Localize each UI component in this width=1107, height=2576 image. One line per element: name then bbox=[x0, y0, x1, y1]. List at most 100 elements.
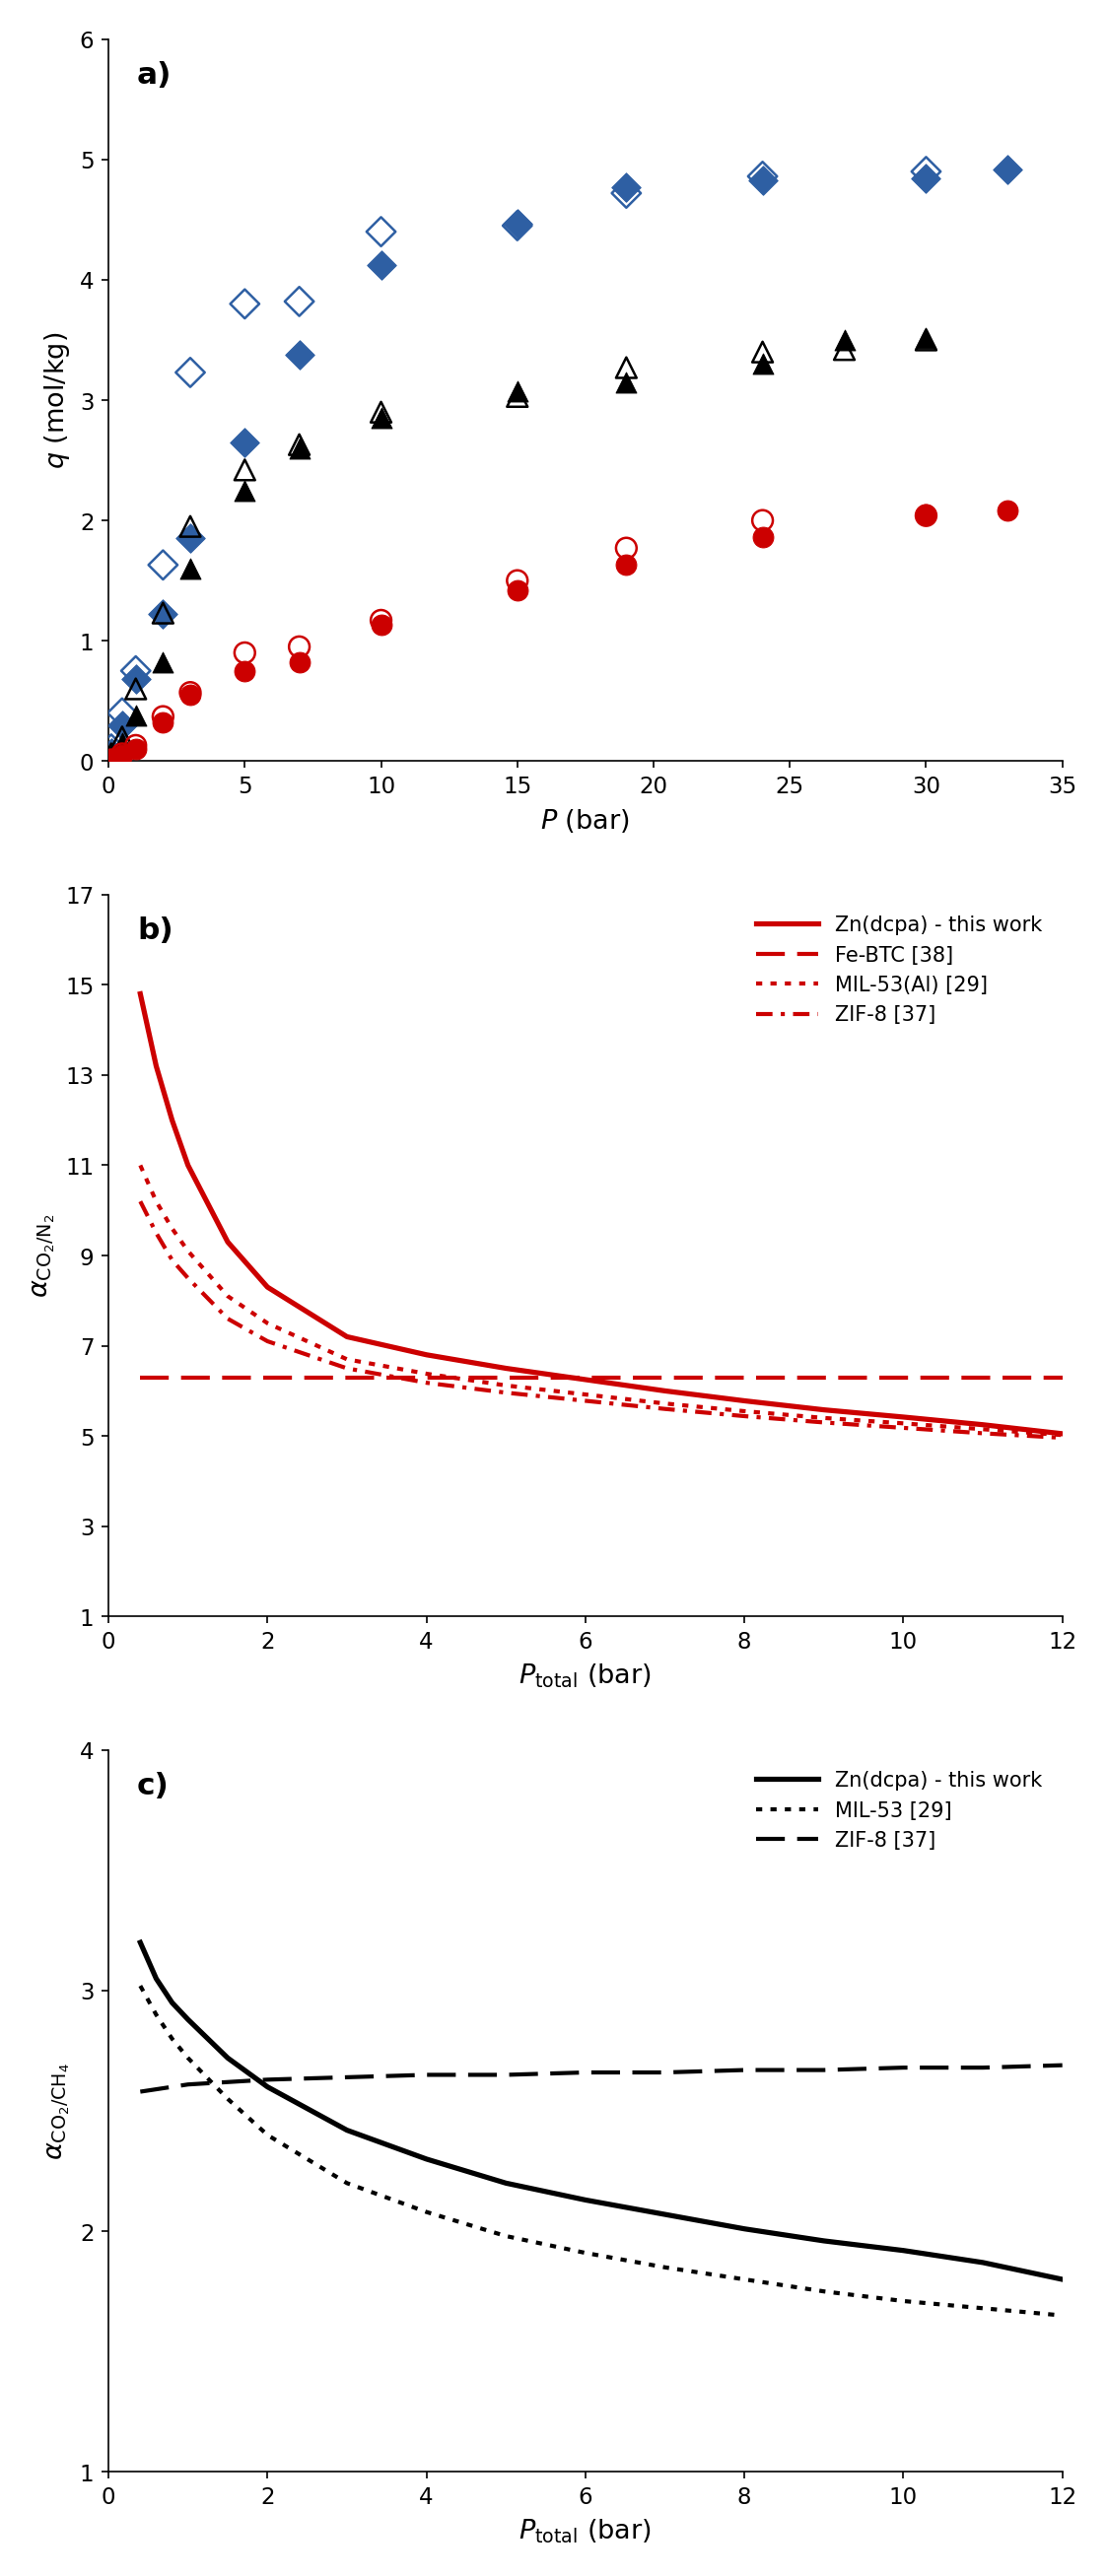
Point bbox=[113, 706, 131, 747]
Point bbox=[754, 500, 772, 541]
Zn(dcpa) - this work bbox=[817, 1394, 830, 1425]
MIL-53 [29] bbox=[817, 2277, 830, 2308]
Zn(dcpa) - this work bbox=[261, 1273, 275, 1303]
Zn(dcpa) - this work bbox=[134, 979, 147, 1010]
Point bbox=[372, 245, 390, 286]
Legend: Zn(dcpa) - this work, Fe-BTC [38], MIL-53(Al) [29], ZIF-8 [37]: Zn(dcpa) - this work, Fe-BTC [38], MIL-5… bbox=[746, 904, 1052, 1036]
MIL-53(Al) [29] bbox=[134, 1149, 147, 1180]
MIL-53(Al) [29] bbox=[579, 1378, 592, 1409]
ZIF-8 [37] bbox=[1055, 1422, 1068, 1453]
ZIF-8 [37] bbox=[165, 2071, 178, 2102]
Point bbox=[182, 507, 199, 549]
ZIF-8 [37] bbox=[817, 1406, 830, 1437]
MIL-53 [29] bbox=[340, 2169, 353, 2200]
MIL-53(Al) [29] bbox=[1055, 1419, 1068, 1450]
Point bbox=[182, 518, 199, 559]
ZIF-8 [37] bbox=[897, 1412, 910, 1443]
Point bbox=[154, 595, 172, 636]
Point bbox=[154, 544, 172, 585]
MIL-53 [29] bbox=[499, 2221, 513, 2251]
Zn(dcpa) - this work bbox=[1055, 1419, 1068, 1450]
MIL-53(Al) [29] bbox=[975, 1414, 989, 1445]
Point bbox=[290, 335, 308, 376]
Point bbox=[618, 348, 635, 389]
Text: b): b) bbox=[137, 917, 173, 945]
ZIF-8 [37] bbox=[340, 1352, 353, 1383]
Point bbox=[113, 724, 131, 765]
MIL-53(Al) [29] bbox=[897, 1409, 910, 1440]
Zn(dcpa) - this work bbox=[1055, 2264, 1068, 2295]
Zn(dcpa) - this work bbox=[737, 2213, 751, 2244]
MIL-53 [29] bbox=[420, 2197, 433, 2228]
MIL-53(Al) [29] bbox=[499, 1370, 513, 1401]
MIL-53(Al) [29] bbox=[165, 1213, 178, 1244]
MIL-53 [29] bbox=[261, 2120, 275, 2151]
Point bbox=[102, 729, 120, 770]
Zn(dcpa) - this work bbox=[817, 2226, 830, 2257]
X-axis label: $\mathit{P}_{\rm total}$ (bar): $\mathit{P}_{\rm total}$ (bar) bbox=[519, 2517, 652, 2545]
Point bbox=[236, 422, 254, 464]
Zn(dcpa) - this work bbox=[499, 2169, 513, 2200]
Point bbox=[999, 149, 1016, 191]
ZIF-8 [37] bbox=[149, 2074, 163, 2105]
Zn(dcpa) - this work bbox=[149, 1963, 163, 1994]
MIL-53 [29] bbox=[1055, 2300, 1068, 2331]
ZIF-8 [37] bbox=[420, 1368, 433, 1399]
Point bbox=[113, 734, 131, 775]
Point bbox=[372, 211, 390, 252]
Zn(dcpa) - this work bbox=[579, 2184, 592, 2215]
ZIF-8 [37] bbox=[658, 1394, 671, 1425]
Point bbox=[182, 549, 199, 590]
Zn(dcpa) - this work bbox=[149, 1051, 163, 1082]
Point bbox=[113, 693, 131, 734]
ZIF-8 [37] bbox=[340, 2061, 353, 2092]
Zn(dcpa) - this work bbox=[420, 2143, 433, 2174]
Y-axis label: $\mathit{q}$ (mol/kg): $\mathit{q}$ (mol/kg) bbox=[42, 332, 72, 469]
Zn(dcpa) - this work bbox=[340, 1321, 353, 1352]
MIL-53 [29] bbox=[221, 2084, 235, 2115]
Zn(dcpa) - this work bbox=[975, 2246, 989, 2277]
Point bbox=[236, 652, 254, 693]
Point bbox=[127, 659, 145, 701]
MIL-53(Al) [29] bbox=[221, 1280, 235, 1311]
Point bbox=[127, 670, 145, 711]
Zn(dcpa) - this work bbox=[737, 1386, 751, 1417]
Zn(dcpa) - this work bbox=[165, 1986, 178, 2017]
MIL-53 [29] bbox=[134, 1971, 147, 2002]
Line: Zn(dcpa) - this work: Zn(dcpa) - this work bbox=[141, 994, 1062, 1435]
ZIF-8 [37] bbox=[817, 2056, 830, 2087]
MIL-53(Al) [29] bbox=[340, 1345, 353, 1376]
Point bbox=[127, 652, 145, 693]
Point bbox=[182, 353, 199, 394]
Point bbox=[154, 703, 172, 744]
Zn(dcpa) - this work bbox=[221, 1226, 235, 1257]
Point bbox=[917, 495, 934, 536]
Zn(dcpa) - this work bbox=[579, 1365, 592, 1396]
Point bbox=[102, 737, 120, 778]
Point bbox=[290, 281, 308, 322]
Point bbox=[917, 319, 934, 361]
Line: MIL-53 [29]: MIL-53 [29] bbox=[141, 1986, 1062, 2316]
Point bbox=[754, 343, 772, 384]
ZIF-8 [37] bbox=[975, 2053, 989, 2084]
ZIF-8 [37] bbox=[182, 2069, 195, 2099]
Point bbox=[154, 592, 172, 634]
Point bbox=[917, 317, 934, 358]
Point bbox=[290, 626, 308, 667]
Y-axis label: $\alpha_{\rm CO_2/N_2}$: $\alpha_{\rm CO_2/N_2}$ bbox=[31, 1213, 58, 1298]
MIL-53(Al) [29] bbox=[817, 1404, 830, 1435]
Point bbox=[290, 425, 308, 466]
Point bbox=[618, 361, 635, 402]
Point bbox=[372, 605, 390, 647]
Point bbox=[236, 634, 254, 675]
MIL-53 [29] bbox=[182, 2043, 195, 2074]
Point bbox=[127, 696, 145, 737]
ZIF-8 [37] bbox=[149, 1218, 163, 1249]
Zn(dcpa) - this work bbox=[340, 2115, 353, 2146]
ZIF-8 [37] bbox=[579, 2058, 592, 2089]
Point bbox=[113, 716, 131, 757]
Point bbox=[102, 739, 120, 781]
Point bbox=[999, 489, 1016, 531]
ZIF-8 [37] bbox=[182, 1262, 195, 1293]
Point bbox=[754, 157, 772, 198]
